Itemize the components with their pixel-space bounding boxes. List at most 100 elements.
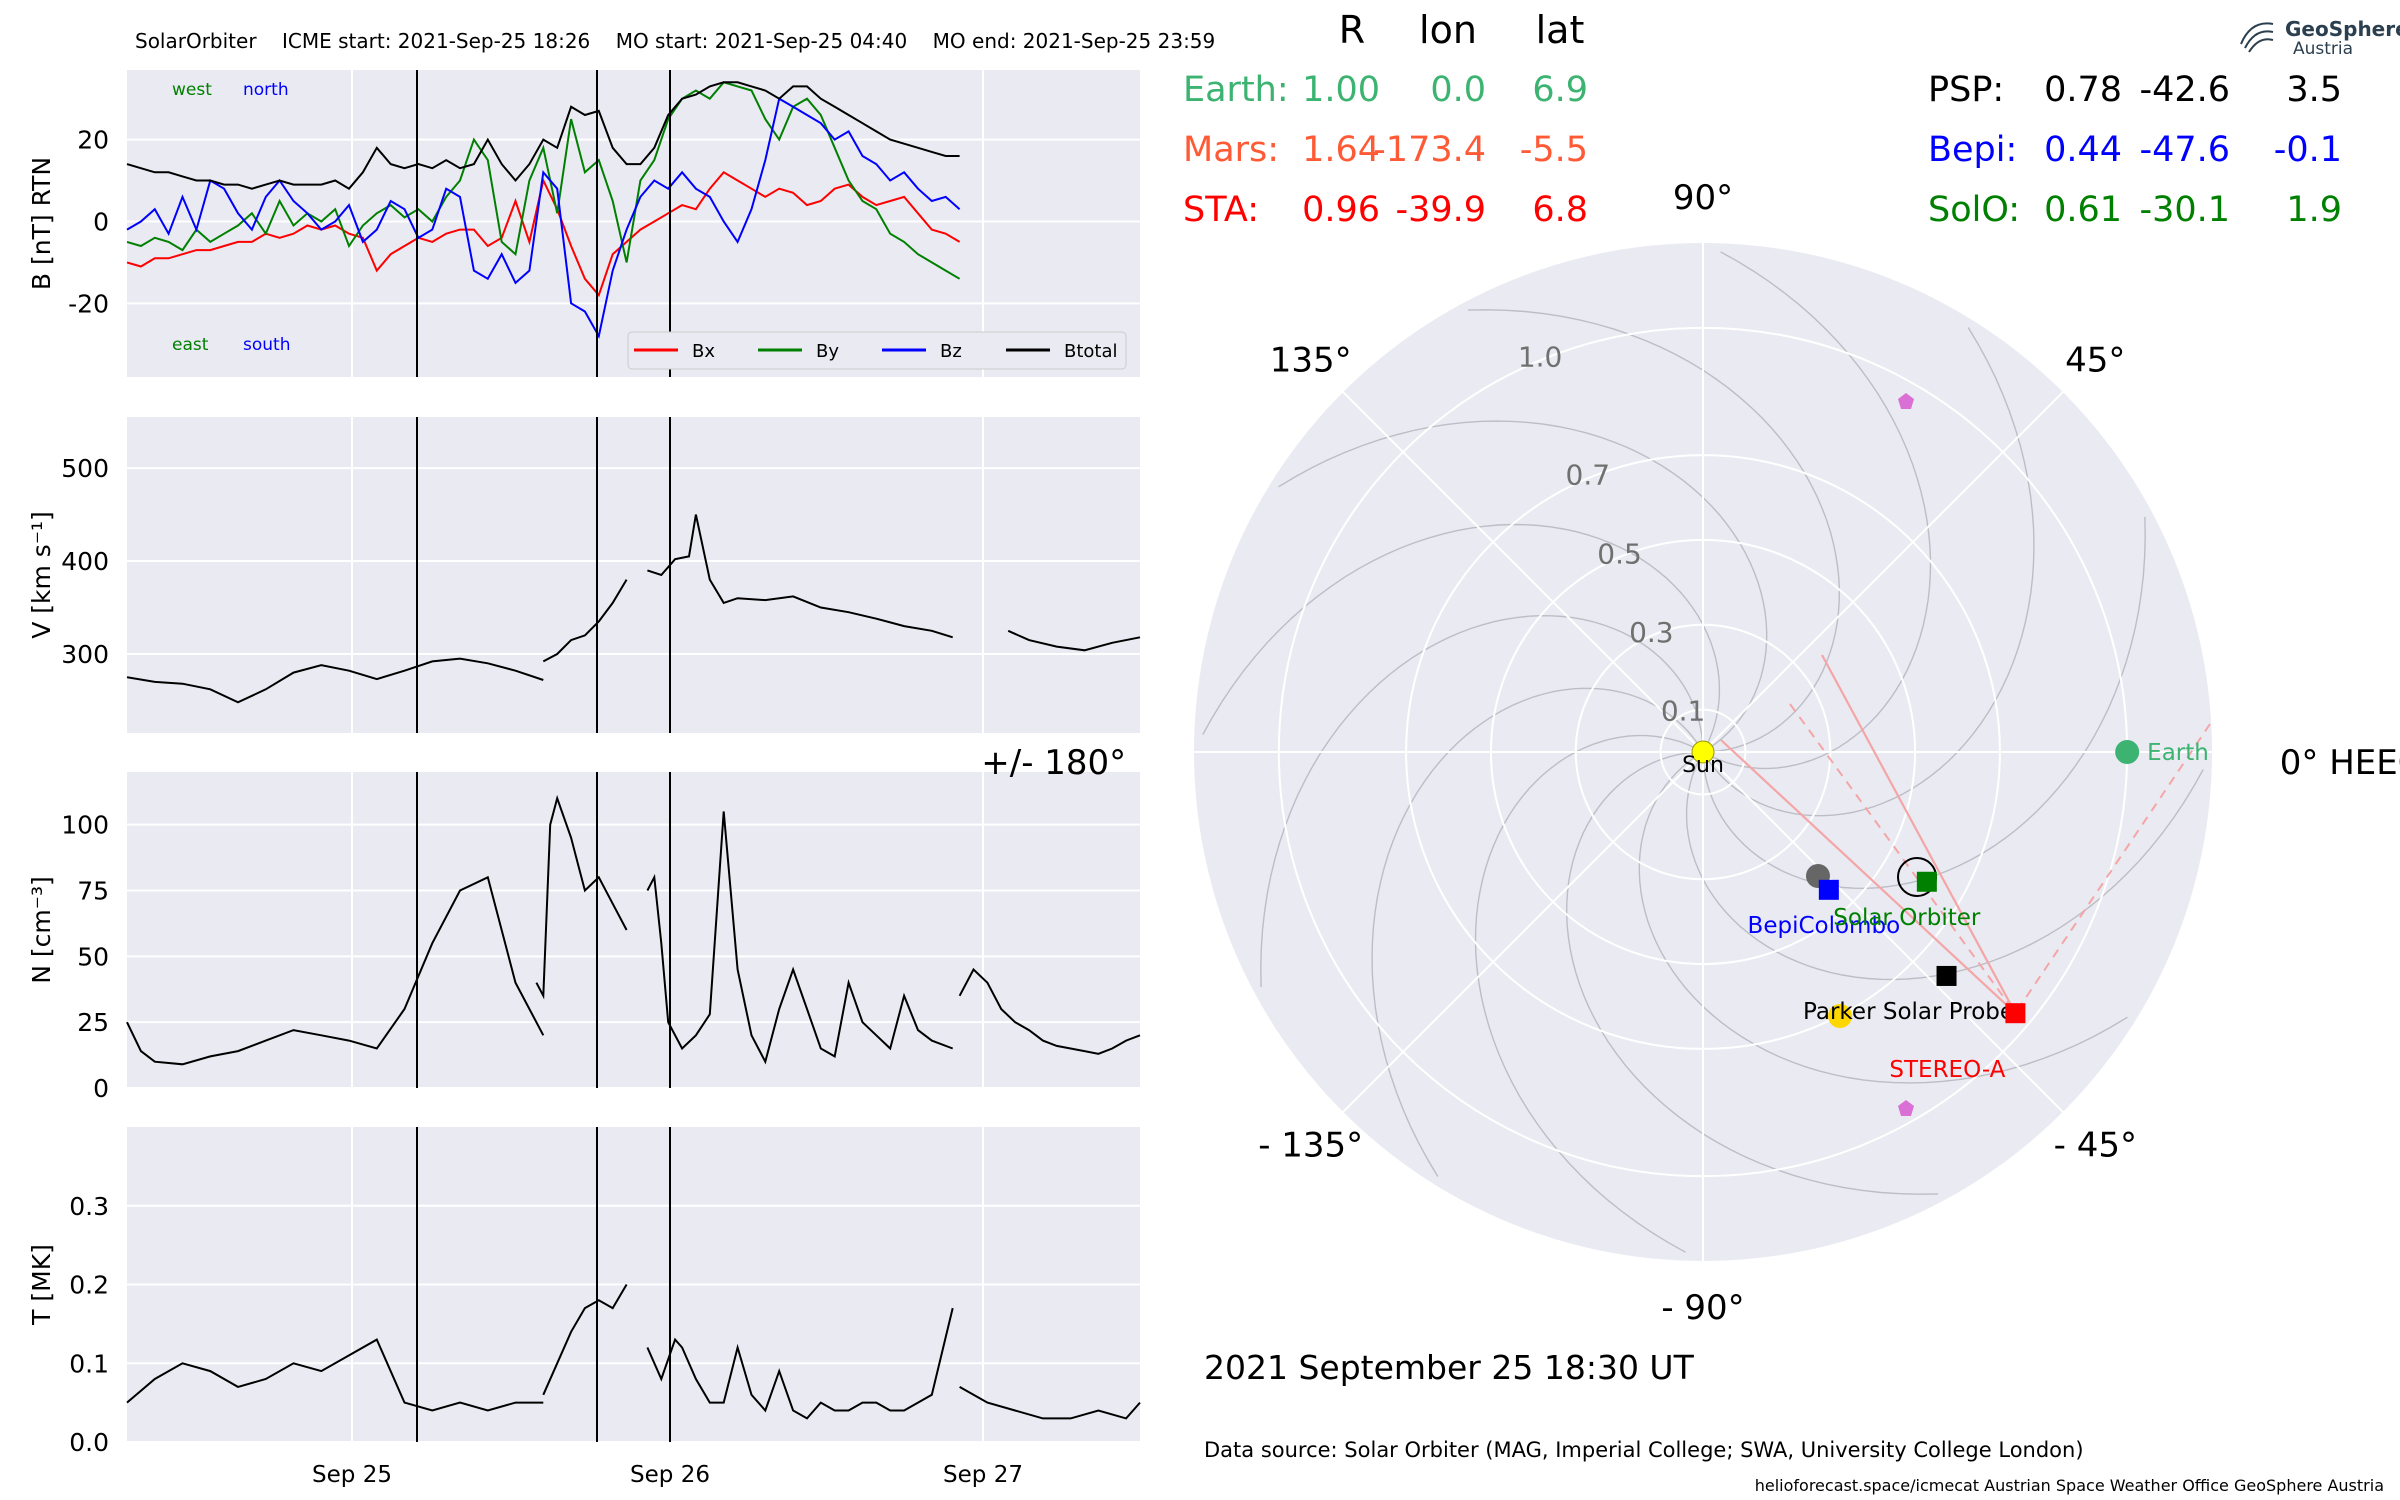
- series-v-line: [647, 514, 953, 639]
- angle-label: 45°: [2065, 341, 2125, 381]
- credits: helioforecast.space/icmecat Austrian Spa…: [1754, 1476, 2384, 1495]
- radial-label: 1.0: [1518, 341, 1563, 374]
- table-row-label: STA:: [1183, 190, 1259, 230]
- header-spacecraft: SolarOrbiter: [135, 29, 257, 53]
- angle-label: 135°: [1270, 341, 1352, 381]
- angular-spoke: [1342, 751, 1704, 1113]
- table-row-label: Earth:: [1183, 70, 1289, 110]
- table-header-lat: lat: [1535, 8, 1585, 52]
- table-cell: 6.8: [1532, 190, 1588, 230]
- series-btotal-line: [126, 81, 960, 190]
- table-row-label: Bepi:: [1928, 130, 2018, 170]
- table-cell: 1.00: [1302, 70, 1380, 110]
- radial-label: 0.5: [1597, 537, 1642, 570]
- table-cell: 6.9: [1532, 70, 1588, 110]
- point-label-sun: Sun: [1682, 753, 1724, 778]
- series-n-line: [958, 967, 1141, 1055]
- spiral-line: [1710, 251, 1932, 770]
- table-cell: -30.1: [2139, 190, 2230, 230]
- header-line: SolarOrbiter ICME start: 2021-Sep-25 18:…: [135, 29, 1215, 53]
- table-row-label: SolO:: [1928, 190, 2021, 230]
- series-n-line: [646, 811, 954, 1065]
- series-v-line: [542, 579, 628, 663]
- table-cell: -173.4: [1373, 130, 1486, 170]
- series-t-line: [542, 1283, 628, 1396]
- y-tick-label: 25: [77, 1008, 109, 1037]
- panel-background: [127, 772, 1140, 1088]
- spiral-line: [1565, 751, 1939, 1195]
- y-tick-label: 500: [61, 454, 109, 483]
- angular-spoke: [1702, 391, 2064, 753]
- angle-label: - 45°: [2054, 1125, 2137, 1165]
- y-axis-label: N [cm⁻³]: [27, 876, 56, 983]
- header-icme-start: ICME start: 2021-Sep-25 18:26: [282, 29, 591, 53]
- spiral-line: [1202, 523, 1721, 745]
- table-cell: 0.78: [2044, 70, 2122, 110]
- point-label-solar-orbiter: Solar Orbiter: [1833, 905, 1981, 931]
- table-cell: -5.5: [1519, 130, 1588, 170]
- corner-label-west: west: [172, 80, 212, 100]
- legend-label-bx: Bx: [692, 341, 715, 362]
- corner-label-east: east: [172, 335, 209, 355]
- spiral-line: [1467, 309, 1841, 753]
- x-tick-label: Sep 26: [630, 1462, 710, 1488]
- table-cell: 0.61: [2044, 190, 2122, 230]
- y-tick-label: 300: [61, 640, 109, 669]
- point-bepicolombo: [1818, 879, 1839, 900]
- table-header-r: R: [1338, 8, 1366, 52]
- timeseries-panels: -20 0 20 B [nT] RTN west north east south Bx By Bz…: [27, 70, 1141, 1488]
- corner-label-north: north: [243, 80, 289, 100]
- angular-spoke: [1702, 751, 2064, 1113]
- logo-sub: Austria: [2293, 39, 2354, 59]
- point-stereo-a: [2005, 1003, 2026, 1024]
- angle-label: 0° HEEQ: [2280, 743, 2400, 783]
- logo-name: GeoSphere: [2285, 17, 2400, 41]
- point-label-earth: Earth: [2147, 740, 2209, 766]
- series-n-line: [126, 875, 545, 1066]
- header-mo-start: MO start: 2021-Sep-25 04:40: [615, 29, 908, 53]
- y-tick-label: 400: [61, 547, 109, 576]
- corner-label-south: south: [243, 335, 290, 355]
- pentagon-marker: [1898, 1100, 1914, 1116]
- y-tick-label: 0: [93, 1074, 109, 1103]
- y-tick-label: 0: [93, 207, 109, 236]
- spiral-line: [1260, 614, 1704, 988]
- y-tick-label: 20: [77, 126, 109, 155]
- series-v-line: [126, 657, 544, 704]
- point-label-parker-solar-probe: Parker Solar Probe: [1803, 999, 2014, 1025]
- series-t-line: [126, 1338, 544, 1412]
- table-row-label: PSP:: [1928, 70, 2005, 110]
- x-tick-label: Sep 27: [943, 1462, 1023, 1488]
- point-earth: [2115, 740, 2140, 764]
- y-axis-label: V [km s⁻¹]: [27, 511, 56, 639]
- angle-label: +/- 180°: [981, 743, 1126, 783]
- angle-label: - 90°: [1661, 1288, 1744, 1328]
- table-cell: 0.96: [1302, 190, 1380, 230]
- angular-spoke: [1342, 391, 1704, 753]
- y-tick-label: 0.1: [69, 1349, 109, 1378]
- table-cell: -47.6: [2139, 130, 2230, 170]
- legend-label-by: By: [816, 341, 839, 362]
- table-cell: 3.5: [2286, 70, 2342, 110]
- point-sun: [1691, 740, 1715, 764]
- geosphere-logo-icon: [2240, 22, 2274, 53]
- point-solar-orbiter: [1916, 871, 1937, 892]
- plot-date: 2021 September 25 18:30 UT: [1204, 1348, 1694, 1387]
- series-bz-line: [126, 97, 961, 339]
- spiral-line: [1685, 759, 2204, 981]
- series-by-line: [126, 81, 961, 280]
- table-cell: -39.9: [1395, 190, 1486, 230]
- legend-label-bz: Bz: [940, 341, 962, 362]
- cme-edge-line-dashed: [2014, 723, 2211, 1014]
- legend-label-btotal: Btotal: [1064, 341, 1118, 362]
- legend-box: [627, 331, 1127, 370]
- polar-orbit-plot: 0.1 0.3 0.5 0.7 1.0 0° HEEQ 45° 90° 135° +/- 180°…: [981, 178, 2400, 1328]
- table-row-label: Mars:: [1183, 130, 1280, 170]
- y-tick-label: 0.0: [69, 1428, 109, 1457]
- cme-front-line: [1720, 739, 2017, 1015]
- panel-background: [127, 417, 1140, 733]
- y-tick-label: 50: [77, 942, 109, 971]
- y-tick-label: 0.2: [69, 1271, 109, 1300]
- y-tick-label: -20: [68, 289, 109, 318]
